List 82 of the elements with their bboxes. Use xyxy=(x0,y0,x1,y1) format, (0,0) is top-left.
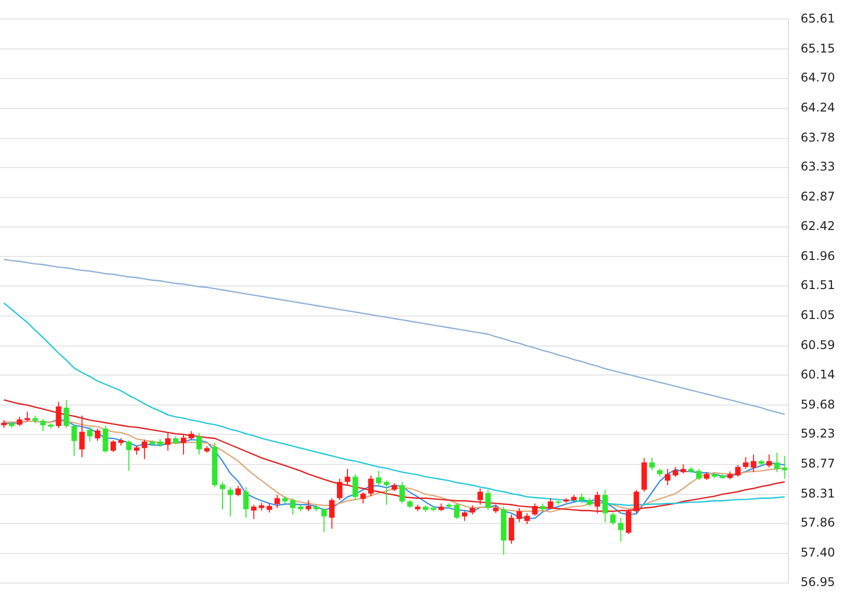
y-tick-label: 60.59 xyxy=(800,338,836,352)
y-tick-label: 64.24 xyxy=(800,100,836,114)
y-tick-label: 63.78 xyxy=(800,130,836,144)
candlestick xyxy=(243,486,249,518)
candlestick xyxy=(524,512,530,525)
candlestick xyxy=(774,452,780,473)
candlestick xyxy=(680,464,686,474)
candlestick xyxy=(87,426,93,442)
candlestick xyxy=(634,489,640,514)
y-tick-label: 59.68 xyxy=(800,397,836,412)
candlestick xyxy=(180,434,186,456)
candlestick xyxy=(196,432,202,456)
candlestick xyxy=(40,418,46,432)
candlestick xyxy=(470,504,476,515)
candlestick xyxy=(594,491,600,514)
candlestick xyxy=(56,401,62,428)
y-tick-label: 57.40 xyxy=(800,546,836,560)
y-tick-label: 61.51 xyxy=(800,278,836,292)
candlestick xyxy=(134,444,140,456)
candlestick xyxy=(165,432,171,452)
candlestick xyxy=(376,470,382,486)
y-tick-label: 57.86 xyxy=(800,516,836,530)
candlestick xyxy=(352,474,358,501)
y-tick-label: 61.96 xyxy=(800,248,836,263)
y-tick-label: 59.23 xyxy=(800,426,836,441)
candlestick xyxy=(782,455,788,480)
y-tick-label: 61.05 xyxy=(800,308,836,322)
candlestick xyxy=(485,489,491,510)
y-tick-label: 58.31 xyxy=(800,486,836,500)
y-tick-label: 60.14 xyxy=(800,367,836,382)
candlestick xyxy=(266,502,272,514)
candlestick xyxy=(610,512,616,526)
candlestick xyxy=(548,498,554,510)
candlestick xyxy=(336,478,342,501)
candlestick xyxy=(79,415,85,458)
candlestick xyxy=(696,468,702,480)
y-tick-label: 65.15 xyxy=(800,41,836,56)
candlestick xyxy=(672,466,678,478)
candlestick xyxy=(742,456,748,470)
candlestick xyxy=(110,440,116,452)
y-tick-label: 56.95 xyxy=(800,574,836,589)
y-tick-label: 62.42 xyxy=(800,218,836,233)
candlestick xyxy=(228,486,234,517)
candlestick xyxy=(454,502,460,520)
candlestick xyxy=(24,411,30,422)
y-tick-label: 63.33 xyxy=(800,160,836,174)
candlestick xyxy=(64,399,70,428)
candlestick xyxy=(578,493,584,504)
candlestick xyxy=(290,498,296,515)
candlestick xyxy=(220,481,226,510)
y-tick-label: 64.70 xyxy=(800,70,836,85)
candlestick xyxy=(508,514,514,544)
candlestick xyxy=(618,517,624,542)
candlestick xyxy=(142,439,148,460)
candlestick xyxy=(102,425,108,454)
candlestick xyxy=(735,464,741,478)
y-tick-label: 62.87 xyxy=(800,190,836,204)
candlestick xyxy=(602,489,608,523)
candlestick xyxy=(235,485,241,497)
candlestick xyxy=(71,424,77,456)
candlestick xyxy=(329,498,335,530)
candlestick xyxy=(94,428,100,442)
candlestick xyxy=(516,507,522,523)
candlestick xyxy=(664,468,670,486)
candlestick xyxy=(126,440,132,472)
candlestick xyxy=(321,507,327,533)
candlestick xyxy=(251,504,257,520)
candlestick xyxy=(766,454,772,468)
candlestick xyxy=(477,488,483,506)
candlestick xyxy=(532,502,538,516)
candlestick xyxy=(360,492,366,504)
candlestick xyxy=(16,416,22,426)
candlestick xyxy=(368,474,374,497)
candlestick xyxy=(344,468,350,486)
candlestick xyxy=(750,454,756,473)
candlestick xyxy=(306,500,312,512)
candlestick xyxy=(462,510,468,522)
y-tick-label: 58.77 xyxy=(800,456,836,470)
candlestick xyxy=(274,494,280,508)
candlestick xyxy=(626,508,632,534)
candlestick xyxy=(399,481,405,504)
y-tick-label: 65.61 xyxy=(800,11,836,26)
